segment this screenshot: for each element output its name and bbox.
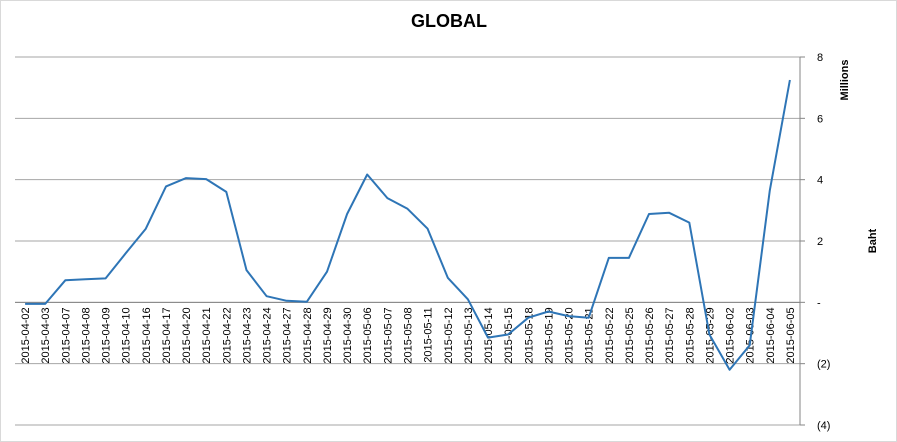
x-tick-label: 2015-04-28: [302, 307, 314, 363]
x-tick-label: 2015-04-08: [80, 307, 92, 363]
y-tick-label: 6: [817, 113, 823, 125]
x-tick-label: 2015-05-11: [423, 307, 435, 362]
x-tick-label: 2015-06-05: [785, 307, 797, 363]
x-tick-label: 2015-05-25: [624, 307, 636, 363]
x-tick-label: 2015-05-07: [382, 307, 394, 363]
y-axis-title: Baht: [867, 228, 879, 253]
x-tick-label: 2015-04-09: [101, 307, 113, 363]
x-tick-label: 2015-04-17: [161, 307, 173, 363]
x-tick-label: 2015-05-15: [503, 307, 515, 363]
x-tick-label: 2015-05-08: [403, 307, 415, 363]
display-units-label: Millions: [839, 60, 851, 101]
x-tick-label: 2015-05-18: [523, 307, 535, 363]
x-tick-label: 2015-04-27: [282, 307, 294, 363]
x-tick-label: 2015-04-02: [20, 307, 32, 363]
x-tick-label: 2015-04-21: [201, 307, 213, 363]
x-tick-label: 2015-05-19: [543, 307, 555, 363]
x-tick-label: 2015-05-27: [664, 307, 676, 363]
x-tick-label: 2015-05-26: [644, 307, 656, 363]
y-tick-label: 4: [817, 175, 823, 187]
x-tick-label: 2015-05-12: [443, 307, 455, 363]
x-tick-label: 2015-04-23: [241, 307, 253, 363]
x-tick-label: 2015-05-14: [483, 307, 495, 363]
x-tick-label: 2015-04-07: [60, 307, 72, 363]
x-tick-label: 2015-05-22: [604, 307, 616, 363]
y-tick-label: (2): [817, 359, 830, 371]
x-tick-label: 2015-04-29: [322, 307, 334, 363]
x-tick-label: 2015-05-20: [564, 307, 576, 363]
x-tick-label: 2015-05-06: [362, 307, 374, 363]
x-tick-label: 2015-04-16: [141, 307, 153, 363]
x-tick-label: 2015-06-02: [725, 307, 737, 363]
y-tick-label: 8: [817, 52, 823, 64]
x-tick-label: 2015-04-10: [121, 307, 133, 363]
x-tick-label: 2015-04-24: [262, 307, 274, 363]
x-tick-label: 2015-05-13: [463, 307, 475, 363]
y-tick-label: -: [817, 297, 821, 309]
x-tick-label: 2015-06-04: [765, 307, 777, 363]
x-tick-label: 2015-04-22: [221, 307, 233, 363]
chart-title: GLOBAL: [411, 11, 487, 31]
data-line: [25, 79, 791, 371]
x-tick-label: 2015-05-21: [584, 307, 596, 363]
x-tick-label: 2015-04-20: [181, 307, 193, 363]
x-tick-label: 2015-04-03: [40, 307, 52, 363]
x-tick-label: 2015-04-30: [342, 307, 354, 363]
x-tick-label: 2015-05-28: [684, 307, 696, 363]
y-tick-label: 2: [817, 236, 823, 248]
y-tick-label: (4): [817, 420, 830, 432]
